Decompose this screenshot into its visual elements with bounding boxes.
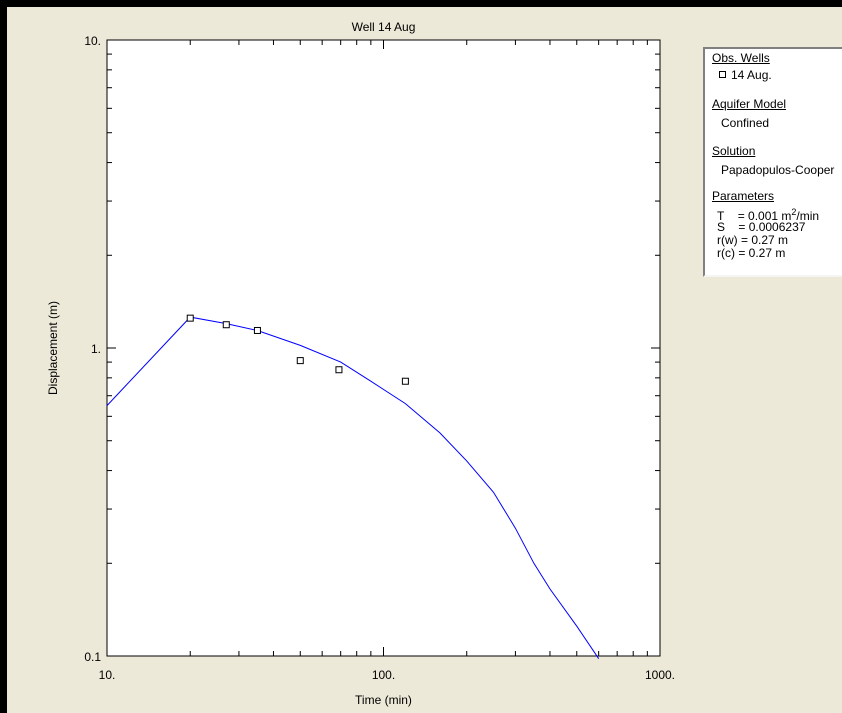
x-tick-label: 100.	[372, 668, 395, 682]
legend-panel: Obs. Wells 14 Aug. Aquifer Model Confine…	[703, 47, 842, 277]
observation-point	[336, 367, 342, 373]
param-rc: r(c) = 0.27 m	[717, 247, 785, 260]
observation-point	[297, 358, 303, 364]
obs-wells-heading: Obs. Wells	[712, 51, 770, 65]
observation-point	[254, 327, 260, 333]
y-tick-label: 10.	[84, 34, 101, 48]
obs-well-entry: 14 Aug.	[719, 68, 772, 82]
plot-area	[107, 40, 660, 656]
x-tick-label: 1000.	[645, 668, 675, 682]
observation-point	[187, 315, 193, 321]
y-tick-label: 0.1	[84, 650, 101, 664]
param-s-value: = 0.0006237	[738, 220, 805, 234]
y-tick-label: 1.	[91, 342, 101, 356]
solution-heading: Solution	[712, 144, 755, 158]
parameters-heading: Parameters	[712, 189, 774, 203]
chart-title: Well 14 Aug	[352, 20, 416, 34]
y-axis-label: Displacement (m)	[46, 301, 60, 395]
x-axis-label: Time (min)	[355, 693, 412, 707]
param-s-label: S	[717, 220, 725, 234]
aquifer-model-heading: Aquifer Model	[712, 97, 786, 111]
x-tick-label: 10.	[99, 668, 116, 682]
plot-window: Well 14 Aug 10. 100. 1000. 10. 1. 0.1 Time (m…	[7, 7, 842, 713]
obs-well-name: 14 Aug.	[731, 68, 772, 82]
aquifer-model-value: Confined	[721, 116, 769, 130]
solution-value: Papadopulos-Cooper	[721, 163, 834, 177]
square-marker-icon	[719, 71, 726, 78]
observation-point	[223, 322, 229, 328]
observation-point	[402, 378, 408, 384]
